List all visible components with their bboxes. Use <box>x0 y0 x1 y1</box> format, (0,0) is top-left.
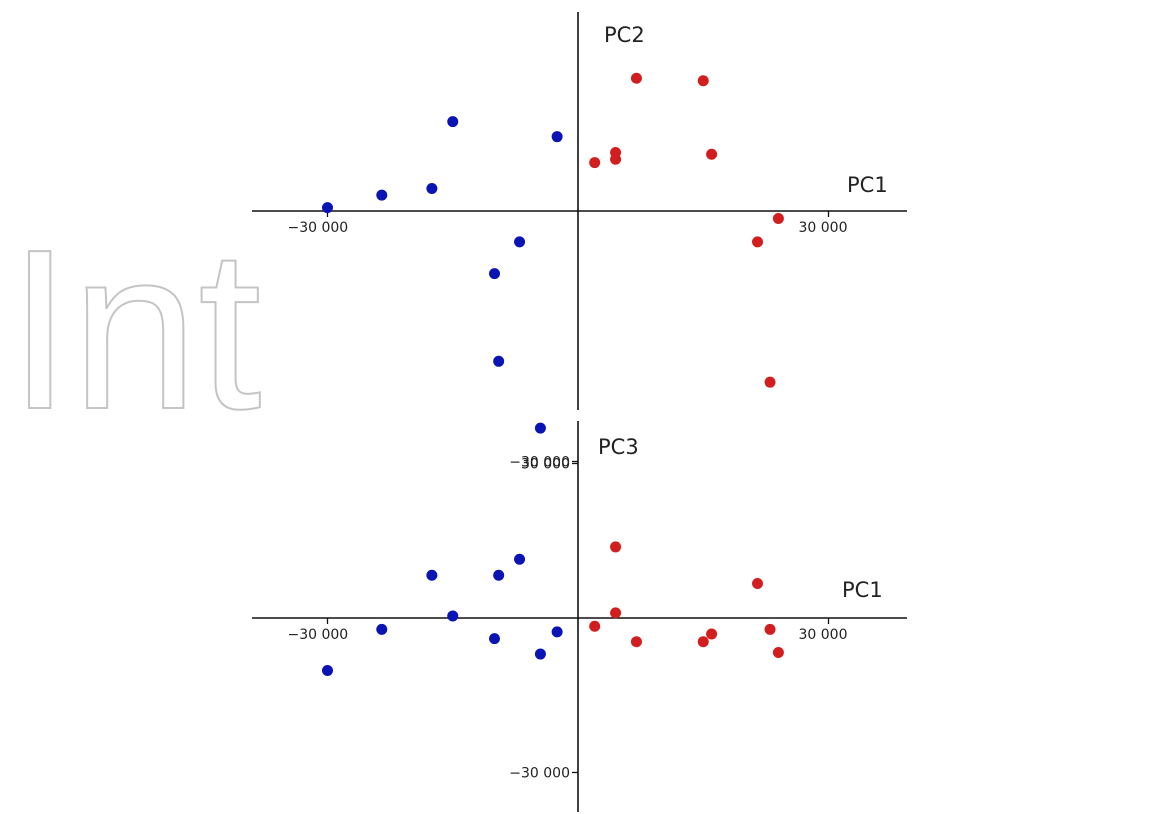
red-data-point <box>752 236 764 248</box>
red-data-point <box>589 620 601 632</box>
blue-data-point <box>376 189 388 201</box>
blue-data-point <box>489 268 500 280</box>
x-tick-label: 30 000 <box>799 627 848 643</box>
y-tick-label: 30 000 <box>521 457 570 473</box>
red-data-point <box>610 147 622 159</box>
blue-data-point <box>534 422 546 434</box>
blue-data-point <box>447 116 459 128</box>
y-axis-title: PC2 <box>604 23 645 47</box>
x-axis-title: PC1 <box>847 173 888 197</box>
y-tick-label: −30 000 <box>509 455 570 471</box>
y-tick-label: −30 000 <box>509 766 570 782</box>
blue-data-point <box>426 569 438 581</box>
blue-data-point <box>322 665 333 677</box>
blue-data-point <box>493 355 505 367</box>
blue-data-point <box>376 623 388 635</box>
red-data-point <box>772 647 784 659</box>
red-data-point <box>697 75 709 87</box>
x-tick-label: −30 000 <box>288 627 349 643</box>
y-axis-title: PC3 <box>598 435 639 459</box>
red-data-point <box>630 636 642 648</box>
blue-data-point <box>551 131 563 143</box>
red-data-point <box>772 213 784 225</box>
blue-data-point <box>514 553 526 565</box>
red-data-point <box>752 577 764 589</box>
blue-data-point <box>514 236 526 248</box>
red-data-point <box>706 148 718 160</box>
x-tick-label: 30 000 <box>799 220 848 236</box>
x-tick-label: −30 000 <box>288 220 349 236</box>
red-data-point <box>706 628 718 640</box>
red-data-point <box>764 623 776 635</box>
red-data-point <box>610 541 622 553</box>
blue-data-point <box>489 633 500 645</box>
blue-data-point <box>447 610 459 622</box>
x-axis-title: PC1 <box>842 578 883 602</box>
red-data-point <box>630 72 642 84</box>
blue-data-point <box>322 202 333 214</box>
blue-data-point <box>426 182 438 194</box>
red-data-point <box>697 636 709 648</box>
blue-data-point <box>534 648 546 660</box>
red-data-point <box>589 157 601 169</box>
red-data-point <box>610 607 622 619</box>
blue-data-point <box>493 569 505 581</box>
red-data-point <box>764 376 776 388</box>
blue-data-point <box>551 626 563 638</box>
